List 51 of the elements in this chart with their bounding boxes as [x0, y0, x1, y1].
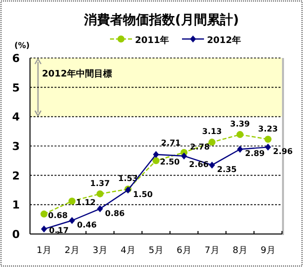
point — [181, 152, 187, 160]
band-label: 2012年中間目標 — [42, 68, 112, 80]
legend-label: 2012年 — [207, 35, 242, 46]
data-label: 0.46 — [77, 220, 98, 230]
point — [209, 162, 215, 169]
x-tick-label: 3月 — [92, 246, 108, 256]
point — [236, 131, 244, 138]
data-label: 1.37 — [90, 178, 110, 188]
y-axis-title: (%) — [14, 41, 30, 50]
point — [97, 205, 103, 212]
legend-label: 2011年 — [135, 35, 170, 46]
x-tick-label: 1月 — [36, 246, 52, 256]
data-label: 2.35 — [217, 165, 238, 174]
point — [265, 144, 271, 151]
y-tick-label: 1 — [12, 198, 20, 212]
y-tick-label: 4 — [12, 110, 20, 124]
x-tick-label: 6月 — [176, 246, 192, 256]
y-tick-label: 0 — [12, 228, 20, 241]
data-label: 3.23 — [258, 124, 278, 134]
data-label: 0.86 — [105, 208, 126, 218]
data-label: 3.39 — [230, 120, 250, 129]
point — [237, 146, 243, 153]
point — [96, 190, 104, 198]
point — [208, 138, 216, 146]
data-label: 2.66 — [189, 160, 210, 169]
data-label: 2.50 — [160, 158, 180, 167]
chart-title: 消費者物価指数(月間累計) — [83, 12, 239, 28]
data-label: 0.17 — [49, 226, 69, 236]
point — [153, 151, 159, 158]
data-label: 2.89 — [245, 149, 266, 158]
data-label: 2.71 — [161, 138, 182, 148]
y-tick-label: 2 — [12, 169, 20, 182]
x-tick-label: 8月 — [232, 246, 248, 256]
x-tick-label: 7月 — [204, 246, 220, 256]
data-label: 1.50 — [133, 190, 154, 199]
point — [41, 226, 47, 233]
y-tick-label: 5 — [12, 81, 20, 94]
x-tick-label: 5月 — [148, 246, 164, 256]
x-tick-label: 4月 — [120, 246, 136, 256]
point — [152, 157, 160, 164]
y-tick-label: 3 — [12, 140, 20, 153]
point — [68, 198, 76, 205]
x-tick-label: 9月 — [260, 246, 276, 256]
data-label: 2.96 — [273, 147, 294, 156]
point — [264, 136, 272, 143]
x-tick-label: 2月 — [64, 246, 80, 256]
data-label: 3.13 — [202, 127, 222, 136]
data-label: 0.68 — [48, 211, 68, 220]
point — [40, 210, 48, 218]
y-tick-label: 6 — [12, 52, 20, 65]
point — [69, 217, 75, 224]
